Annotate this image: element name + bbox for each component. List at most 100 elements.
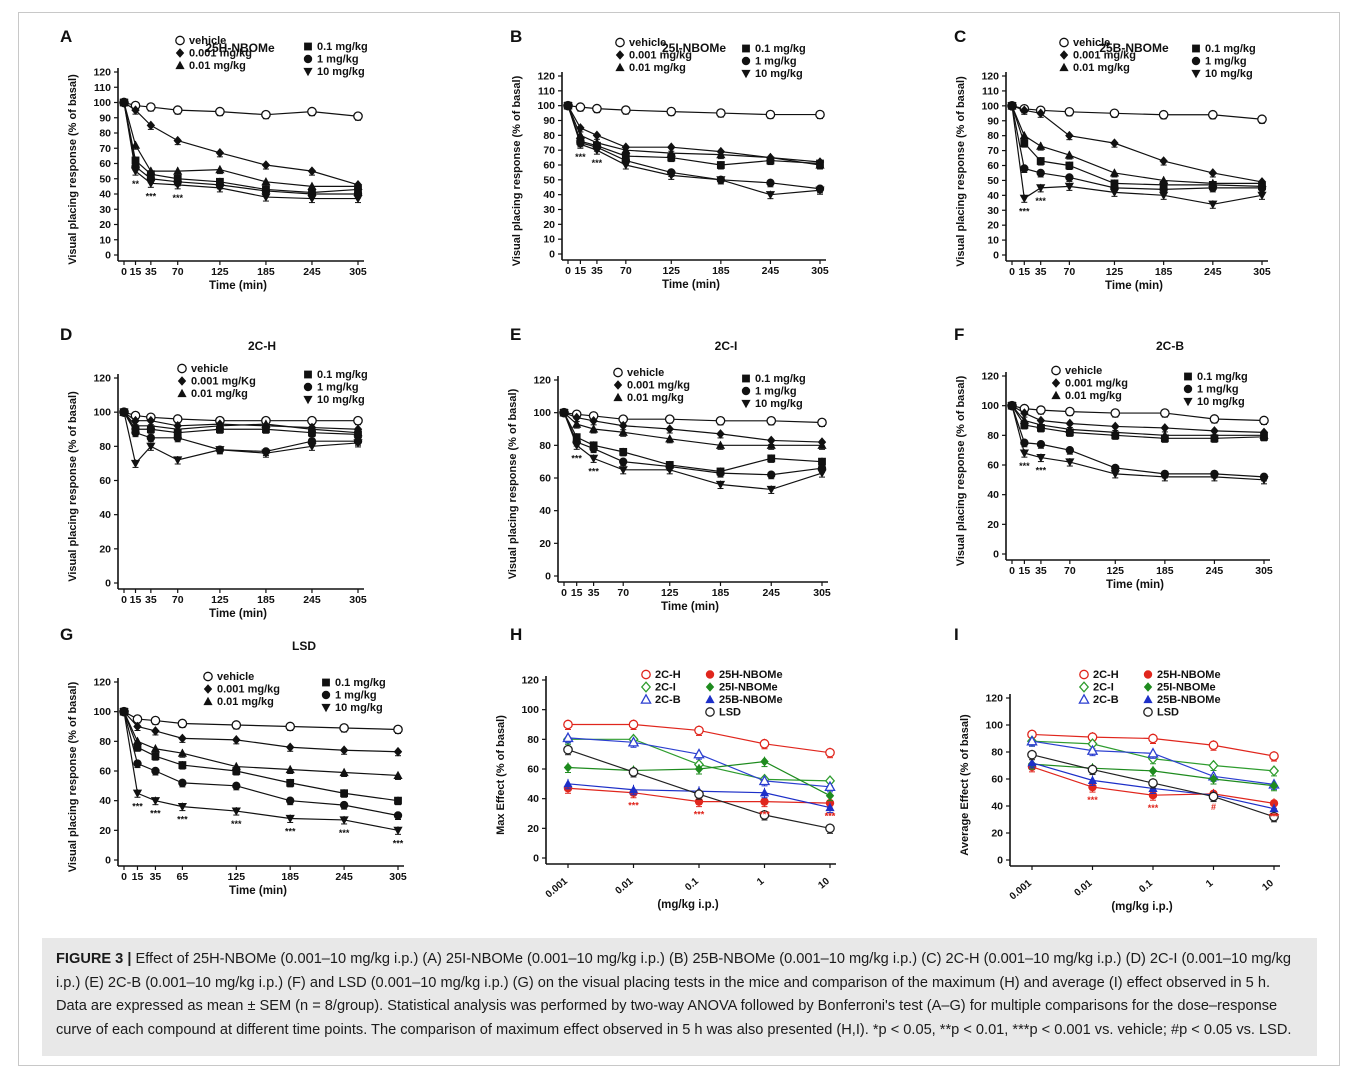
panel-d: D 2C-H 0 20 40 60 80 100 120 0 15 35 70 125 185 245 305 T…: [40, 320, 460, 625]
data-point: [119, 408, 129, 417]
data-point: [825, 802, 835, 812]
y-tick-label: 70: [99, 143, 111, 155]
series-10-mg-kg: [119, 408, 363, 469]
data-point: [321, 703, 331, 713]
series-2c-i: [562, 733, 836, 787]
data-point: [694, 764, 704, 774]
y-tick-label: 40: [543, 189, 555, 201]
data-point: [572, 441, 582, 451]
panel-letter: E: [510, 325, 521, 344]
data-point: [177, 388, 187, 398]
data-point: [693, 748, 705, 759]
data-point: [1007, 402, 1017, 411]
data-point: [261, 186, 271, 196]
chart-title: 25H-NBOMe: [205, 41, 275, 55]
data-point: [1208, 168, 1218, 178]
y-tick-label: 60: [99, 158, 111, 170]
data-point: [151, 766, 160, 776]
data-point: [741, 386, 751, 396]
legend-label: 1 mg/kg: [317, 54, 359, 66]
y-tick-label: 60: [99, 766, 111, 778]
data-point: [261, 109, 271, 120]
data-point: [759, 738, 770, 749]
data-point: [303, 382, 313, 392]
data-point: [1257, 114, 1267, 125]
series-vehicle: [119, 407, 363, 426]
series-1-mg-kg: [563, 101, 825, 194]
data-point: [628, 719, 639, 730]
y-tick-label: 80: [987, 130, 999, 142]
legend-label: 0.1 mg/kg: [1205, 43, 1256, 55]
data-point: [1065, 130, 1074, 141]
data-point: [572, 433, 581, 442]
data-point: [818, 457, 826, 466]
significance-mark: ***: [1035, 196, 1046, 206]
data-point: [133, 759, 142, 768]
legend-label: 0.01 mg/kg: [1065, 390, 1122, 402]
data-point: [178, 778, 187, 788]
data-point: [1269, 751, 1279, 761]
data-point: [613, 380, 623, 390]
y-tick-label: 90: [99, 112, 111, 124]
data-point: [146, 102, 156, 112]
data-point: [1111, 463, 1120, 473]
significance-mark: ***: [1019, 206, 1030, 216]
data-point: [119, 708, 129, 717]
x-tick-label: 35: [150, 871, 162, 883]
data-point: [175, 35, 185, 46]
series-line: [123, 101, 359, 186]
data-point: [619, 447, 628, 456]
data-point: [758, 774, 771, 786]
series-0-1-mg-kg: [1008, 401, 1268, 443]
data-point: [1184, 372, 1192, 381]
series-1-mg-kg: [119, 407, 363, 456]
y-tick-label: 10: [543, 234, 555, 246]
x-tick-label: 15: [1018, 266, 1030, 278]
x-tick-label: 305: [389, 871, 407, 883]
data-point: [307, 166, 317, 176]
data-point: [1269, 811, 1279, 822]
y-tick-label: 100: [521, 704, 539, 716]
data-point: [1257, 183, 1267, 193]
y-tick-label: 50: [99, 173, 111, 185]
legend-label: 0.1 mg/kg: [317, 369, 368, 381]
legend-label: 1 mg/kg: [317, 382, 359, 394]
data-point: [824, 780, 836, 792]
data-point: [1065, 173, 1074, 182]
series-line: [123, 711, 399, 831]
series-line: [567, 105, 821, 196]
data-point: [175, 48, 185, 58]
significance-mark: ***: [588, 466, 599, 476]
data-point: [1148, 778, 1158, 788]
y-tick-label: 60: [991, 774, 1003, 786]
data-point: [1209, 473, 1220, 482]
panel-letter: A: [60, 27, 72, 46]
data-point: [1064, 406, 1075, 417]
data-point: [1079, 669, 1089, 680]
data-point: [766, 440, 776, 449]
data-point: [825, 747, 835, 758]
data-point: [742, 44, 750, 53]
y-tick-label: 40: [527, 793, 539, 805]
data-point: [285, 742, 295, 753]
data-point: [304, 370, 312, 379]
data-point: [760, 756, 769, 767]
data-point: [576, 123, 585, 133]
y-axis-label: Visual placing response (% of basal): [511, 75, 523, 266]
y-tick-label: 100: [981, 100, 999, 112]
data-point: [1192, 44, 1200, 53]
x-tick-label: 15: [130, 266, 142, 278]
data-point: [1208, 740, 1219, 751]
y-tick-label: 20: [543, 219, 555, 231]
data-point: [741, 56, 751, 66]
x-tick-label: 70: [172, 266, 184, 278]
data-point: [1110, 470, 1120, 479]
data-point: [1026, 735, 1038, 746]
data-point: [667, 153, 676, 162]
legend-label: 0.1 mg/kg: [317, 41, 368, 53]
series-0-001-mg-kg: [563, 100, 825, 167]
data-point: [231, 720, 242, 730]
